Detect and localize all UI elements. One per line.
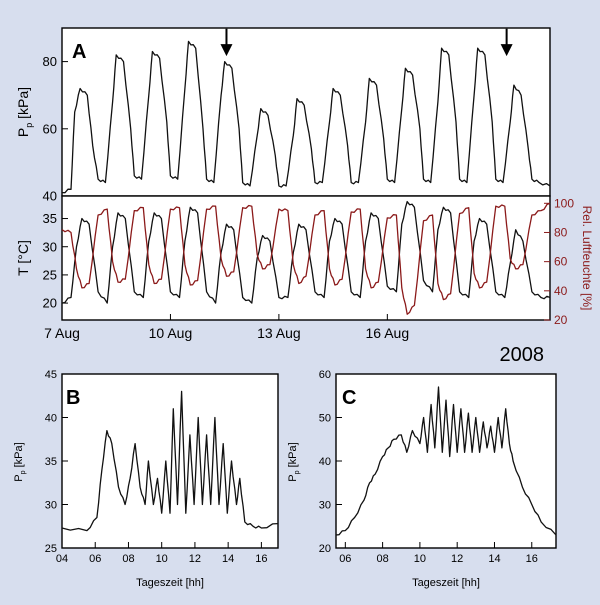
series-line-1 — [61, 202, 551, 315]
ytick-label: 20 — [319, 543, 331, 555]
panel-c-chart: C Pp [kPa] Tageszeit [hh] 20 30 40 50 60 06 08… — [287, 369, 557, 589]
panel-a2-y2label: Rel. Luftfeuchte [%] — [580, 206, 594, 311]
ytick-label: 30 — [319, 499, 331, 511]
xtick-label: 16 — [526, 553, 538, 565]
xtick-label: 16 — [255, 553, 267, 565]
y2tick-label: 20 — [554, 313, 568, 327]
y2tick-label: 100 — [554, 196, 574, 210]
ytick-label: 80 — [43, 54, 57, 69]
xtick-label: 16 Aug — [366, 325, 410, 341]
y2tick-label: 80 — [554, 225, 568, 239]
xtick-label: 14 — [222, 553, 234, 565]
panel-b-chart: B Pp [kPa] Tageszeit [hh] 25 30 35 40 45 04 06… — [13, 369, 279, 589]
panel-c-ylabel: Pp [kPa] — [287, 442, 301, 481]
panel-c-label: C — [342, 387, 356, 409]
ytick-label: 40 — [45, 412, 57, 424]
ytick-label: 60 — [43, 121, 57, 136]
panel-a-temp-humidity-chart: T [°C] Rel. Luftfeuchte [%] 20 25 30 35 7 Au… — [15, 195, 594, 341]
panel-a-chart: A Pp [kPa] 40 60 80 — [15, 27, 551, 204]
xtick-label: 12 — [189, 553, 201, 565]
panel-a-label: A — [72, 41, 86, 63]
arrow-icon — [500, 44, 513, 57]
series-line-0 — [61, 40, 551, 194]
ytick-label: 40 — [319, 456, 331, 468]
panel-a-ylabel: Pp [kPa] — [15, 87, 34, 137]
ytick-label: 25 — [43, 267, 57, 282]
ytick-label: 35 — [43, 211, 57, 226]
panel-b-label: B — [66, 387, 80, 409]
xtick-label: 10 Aug — [149, 325, 193, 341]
y2tick-label: 40 — [554, 284, 568, 298]
xtick-label: 12 — [451, 553, 463, 565]
ytick-label: 35 — [45, 456, 57, 468]
series-line-0 — [335, 386, 557, 536]
panel-b-xlabel: Tageszeit [hh] — [136, 577, 204, 589]
panel-b-ylabel: Pp [kPa] — [13, 442, 27, 481]
ytick-label: 30 — [43, 239, 57, 254]
xtick-label: 04 — [56, 553, 68, 565]
xtick-label: 10 — [156, 553, 168, 565]
year-label: 2008 — [500, 344, 545, 366]
ytick-label: 40 — [43, 189, 57, 204]
xtick-label: 06 — [89, 553, 101, 565]
xtick-label: 06 — [339, 553, 351, 565]
ytick-label: 60 — [319, 369, 331, 381]
ytick-label: 20 — [43, 296, 57, 311]
arrow-icon — [220, 44, 233, 57]
xtick-label: 7 Aug — [44, 325, 80, 341]
panel-a2-plot-area — [61, 195, 551, 321]
xtick-label: 08 — [122, 553, 134, 565]
ytick-label: 25 — [45, 543, 57, 555]
series-line-0 — [61, 200, 551, 304]
panel-a2-ylabel: T [°C] — [15, 240, 31, 276]
ytick-label: 50 — [319, 412, 331, 424]
xtick-label: 14 — [488, 553, 500, 565]
xtick-label: 10 — [414, 553, 426, 565]
y2tick-label: 60 — [554, 255, 568, 269]
ytick-label: 45 — [45, 369, 57, 381]
xtick-label: 08 — [376, 553, 388, 565]
ytick-label: 30 — [45, 499, 57, 511]
series-line-0 — [61, 390, 279, 532]
xtick-label: 13 Aug — [257, 325, 301, 341]
panel-c-xlabel: Tageszeit [hh] — [412, 577, 480, 589]
